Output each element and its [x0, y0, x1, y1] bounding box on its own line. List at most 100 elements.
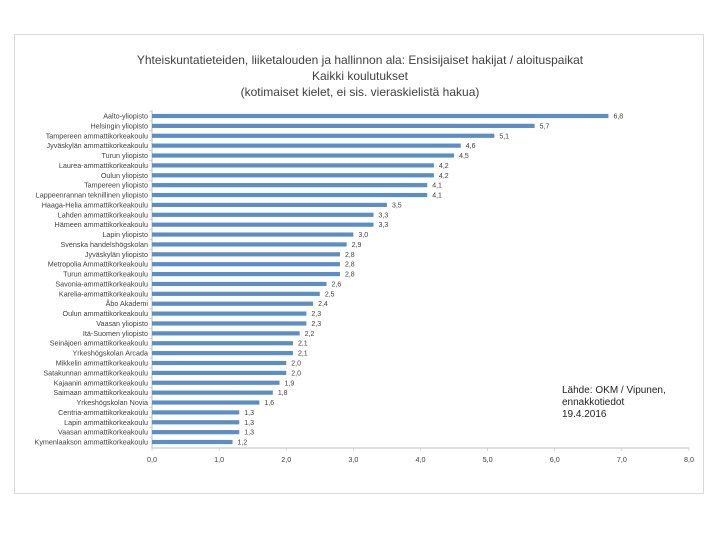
bar: [152, 242, 347, 247]
source-note-line: 19.4.2016: [562, 409, 607, 420]
x-tick-label: 7,0: [617, 455, 627, 464]
chart-title: Yhteiskuntatieteiden, liiketalouden ja h…: [136, 53, 584, 67]
category-label: Lahden ammattikorkeakoulu: [58, 210, 148, 219]
bar-value-label: 2,0: [291, 370, 301, 377]
bar-value-label: 2,6: [332, 281, 342, 288]
chart-subtitle: Kaikki koulutukset: [311, 69, 409, 83]
bar: [152, 163, 434, 168]
bar-value-label: 2,9: [352, 242, 362, 249]
category-label: Centria-ammattikorkeakoulu: [58, 408, 148, 417]
bar: [152, 202, 387, 208]
chart-subtitle-note: (kotimaiset kielet, ei sis. vieraskielis…: [240, 85, 480, 99]
bar: [152, 321, 307, 326]
category-label: Metropolia Ammattikorkeakoulu: [48, 260, 148, 269]
bar: [152, 331, 300, 336]
bar: [152, 173, 434, 178]
bar: [152, 262, 340, 267]
category-label: Oulun ammattikorkeakoulu: [63, 309, 149, 318]
bar-value-label: 3,3: [379, 212, 389, 219]
category-label: Vaasan yliopisto: [96, 319, 148, 328]
category-label: Hämeen ammattikorkeakoulu: [55, 220, 148, 229]
bar-value-label: 4,6: [466, 143, 476, 150]
bar-value-label: 1,3: [244, 430, 254, 437]
bar: [152, 311, 307, 316]
category-label: Kymenlaakson ammattikorkeakoulu: [35, 438, 148, 447]
bar: [152, 390, 273, 395]
bar: [152, 380, 280, 385]
bar-value-label: 2,5: [325, 291, 335, 298]
bar-value-label: 1,9: [285, 380, 295, 387]
category-label: Karelia-ammattikorkeakoulu: [59, 289, 148, 298]
category-label: Haaga-Helia ammattikorkeakoulu: [42, 200, 148, 209]
source-note: Lähde: OKM / Vipunen, ennakkotiedot 19.4…: [562, 385, 666, 421]
x-tick-label: 5,0: [483, 455, 493, 464]
bar-value-label: 4,2: [439, 173, 449, 180]
bar: [152, 351, 293, 356]
category-label: Aalto-yliopisto: [103, 112, 148, 121]
bar-value-label: 2,3: [311, 321, 321, 328]
bar: [152, 232, 354, 237]
bar-value-label: 3,3: [379, 222, 389, 229]
bar: [152, 301, 314, 306]
bar-value-label: 3,5: [392, 202, 402, 209]
bar: [152, 212, 374, 217]
bar-value-label: 2,4: [318, 301, 328, 308]
bar-value-label: 1,3: [244, 420, 254, 427]
x-tick-label: 2,0: [281, 455, 291, 464]
category-label: Oulun yliopisto: [101, 171, 148, 180]
bar-value-label: 3,0: [358, 232, 368, 239]
bar: [152, 439, 233, 445]
source-note-line: Lähde: OKM / Vipunen,: [562, 385, 666, 396]
category-label: Jyväskylän ammattikorkeakoulu: [47, 141, 148, 150]
bar-value-label: 5,1: [499, 133, 509, 140]
x-tick-label: 3,0: [348, 455, 358, 464]
category-label: Mikkelin ammattikorkeakoulu: [56, 359, 148, 368]
category-label: Itä-Suomen yliopisto: [83, 329, 148, 338]
category-label: Lappeenrannan teknillinen yliopisto: [36, 191, 148, 200]
bar-value-label: 6,8: [613, 114, 623, 121]
category-label: Turun ammattikorkeakoulu: [63, 270, 148, 279]
bar: [152, 153, 455, 158]
bar-value-label: 4,1: [432, 183, 442, 190]
bar-value-label: 4,1: [432, 193, 442, 200]
category-label: Tampereen yliopisto: [84, 181, 148, 190]
category-label: Helsingin yliopisto: [90, 121, 148, 130]
category-label: Laurea-ammattikorkeakoulu: [59, 161, 148, 170]
category-label: Yrkeshögskolan Novia: [76, 398, 148, 407]
bar: [152, 123, 535, 128]
category-label: Turun yliopisto: [102, 151, 148, 160]
x-tick-label: 4,0: [416, 455, 426, 464]
category-label: Lapin yliopisto: [102, 230, 148, 239]
bar: [152, 271, 340, 277]
bar-value-label: 1,3: [244, 410, 254, 417]
bar-value-label: 2,2: [305, 331, 315, 338]
bar-value-label: 2,8: [345, 262, 355, 269]
category-label: Tampereen ammattikorkeakoulu: [46, 131, 148, 140]
category-label: Kajaanin ammattikorkeakoulu: [54, 378, 148, 387]
category-label: Jyväskylän yliopisto: [85, 250, 148, 259]
bar: [152, 410, 240, 415]
bar: [152, 183, 428, 188]
x-tick-label: 6,0: [550, 455, 560, 464]
bar: [152, 370, 287, 375]
bar: [152, 281, 327, 287]
category-label: Svenska handelshögskolan: [60, 240, 148, 249]
bar-value-label: 2,1: [298, 351, 308, 358]
bar-value-label: 2,3: [311, 311, 321, 318]
bar-value-label: 5,7: [540, 123, 550, 130]
bar-value-label: 4,2: [439, 163, 449, 170]
bar-value-label: 4,5: [459, 153, 469, 160]
x-tick-label: 1,0: [214, 455, 224, 464]
bar-value-label: 2,8: [345, 272, 355, 279]
chart-frame: [14, 34, 704, 494]
bar: [152, 430, 240, 435]
x-tick-label: 8,0: [684, 455, 694, 464]
bar: [152, 143, 461, 148]
bar: [152, 400, 260, 405]
bar: [152, 192, 428, 198]
bar: [152, 113, 609, 119]
category-label: Lapin ammattikorkeakoulu: [64, 418, 148, 427]
category-label: Yrkeshögskolan Arcada: [72, 349, 148, 358]
bar: [152, 252, 340, 257]
